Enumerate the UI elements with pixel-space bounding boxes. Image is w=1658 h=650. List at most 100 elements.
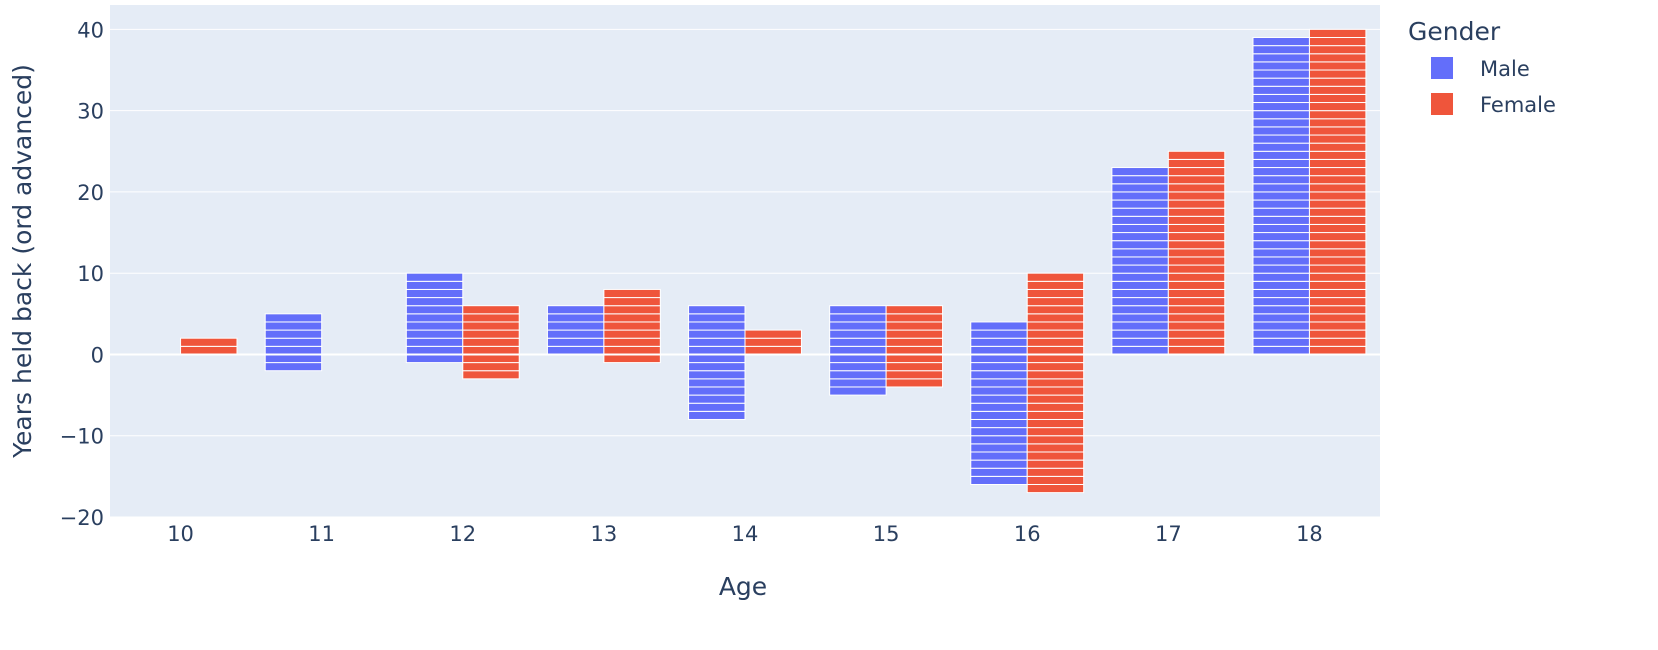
bar-male-18 [1252, 329, 1310, 339]
bar-female-17 [1167, 297, 1226, 307]
bar-male-15 [829, 305, 887, 315]
bar-female-18 [1308, 45, 1367, 55]
bar-male-14 [688, 378, 746, 388]
bar-male-14 [688, 313, 746, 323]
bar-female-15 [885, 345, 944, 355]
bar-female-12 [462, 362, 520, 372]
legend-item-male[interactable]: Male [1431, 57, 1530, 81]
bar-female-16 [1026, 402, 1085, 412]
x-tick-label: 12 [449, 522, 476, 546]
bars [124, 28, 1367, 494]
x-tick-label: 17 [1155, 522, 1182, 546]
bar-male-16 [970, 345, 1028, 355]
bar-female-18 [1308, 134, 1367, 144]
bar-male-18 [1252, 321, 1310, 331]
x-tick-label: 16 [1014, 522, 1041, 546]
bar-male-17 [1111, 264, 1169, 274]
bar-female-17 [1167, 232, 1226, 242]
bar-female-16 [1026, 386, 1085, 396]
legend-swatch-female [1431, 93, 1453, 115]
bar-female-17 [1167, 264, 1226, 274]
bar-female-12 [462, 305, 520, 315]
bar-female-18 [1308, 313, 1367, 323]
bar-female-16 [1026, 305, 1085, 315]
bar-female-15 [885, 313, 944, 323]
bar-female-18 [1308, 37, 1367, 47]
legend-label-female: Female [1480, 93, 1556, 117]
bar-male-16 [970, 443, 1028, 453]
bar-female-13 [603, 345, 661, 355]
bar-male-18 [1252, 191, 1310, 201]
bar-female-13 [603, 329, 661, 339]
bar-male-17 [1111, 297, 1169, 307]
bar-female-13 [603, 305, 661, 315]
bar-male-18 [1252, 102, 1310, 112]
bar-male-18 [1252, 175, 1310, 185]
bar-female-16 [1026, 313, 1085, 323]
bar-male-17 [1111, 215, 1169, 225]
bar-female-18 [1308, 102, 1367, 112]
y-tick-label: 20 [77, 181, 104, 205]
legend-item-female[interactable]: Female [1431, 93, 1556, 117]
bar-male-18 [1252, 93, 1310, 104]
bar-female-17 [1167, 313, 1226, 323]
y-tick-label: 40 [77, 18, 104, 42]
bar-female-16 [1026, 297, 1085, 307]
bar-female-16 [1026, 345, 1085, 355]
bar-male-14 [688, 402, 746, 412]
bar-female-18 [1308, 264, 1367, 274]
bar-female-15 [885, 353, 944, 364]
bar-male-17 [1111, 232, 1169, 242]
y-tick-label: 10 [77, 262, 104, 286]
bar-male-14 [688, 337, 746, 347]
bar-male-18 [1252, 264, 1310, 274]
bar-male-13 [546, 313, 605, 323]
bar-male-18 [1252, 199, 1310, 209]
bar-male-15 [829, 321, 887, 331]
x-tick-label: 15 [873, 522, 900, 546]
bar-male-15 [829, 362, 887, 372]
bar-female-16 [1026, 378, 1085, 388]
bar-female-18 [1308, 337, 1367, 347]
bar-male-18 [1252, 61, 1310, 71]
bar-male-14 [688, 353, 746, 364]
bar-female-18 [1308, 150, 1367, 160]
bar-female-18 [1308, 199, 1367, 209]
bar-female-18 [1308, 110, 1367, 120]
bar-male-18 [1252, 280, 1310, 290]
bar-male-12 [405, 329, 464, 339]
bar-male-17 [1111, 337, 1169, 347]
bar-male-18 [1252, 158, 1310, 169]
bar-female-16 [1026, 337, 1085, 347]
bar-male-17 [1111, 175, 1169, 185]
bar-male-18 [1252, 53, 1310, 63]
y-axis-title: Years held back (ord advanced) [8, 64, 37, 459]
bar-male-12 [405, 321, 464, 331]
bar-male-16 [970, 410, 1028, 420]
bar-female-16 [1026, 467, 1085, 477]
bar-female-16 [1026, 321, 1085, 331]
bar-female-16 [1026, 370, 1085, 380]
x-axis-title: Age [719, 572, 767, 601]
bar-male-14 [688, 370, 746, 380]
legend[interactable]: Gender Male Female [1408, 17, 1556, 117]
bar-female-15 [885, 337, 944, 347]
bar-male-18 [1252, 207, 1310, 217]
bar-male-13 [546, 345, 605, 355]
bar-male-17 [1111, 272, 1169, 282]
bar-male-13 [546, 329, 605, 339]
bar-male-16 [970, 427, 1028, 437]
bar-female-18 [1308, 191, 1367, 201]
bar-female-18 [1308, 142, 1367, 152]
bar-male-11 [264, 353, 323, 364]
y-tick-label: 30 [77, 100, 104, 124]
bar-male-18 [1252, 248, 1310, 258]
y-tick-label: −20 [60, 506, 104, 530]
bar-male-18 [1252, 313, 1310, 323]
bar-male-14 [688, 394, 746, 404]
bar-male-17 [1111, 345, 1169, 355]
bar-female-10 [180, 337, 238, 347]
bar-male-11 [264, 329, 323, 339]
bar-male-17 [1111, 191, 1169, 201]
bar-female-18 [1308, 248, 1367, 258]
